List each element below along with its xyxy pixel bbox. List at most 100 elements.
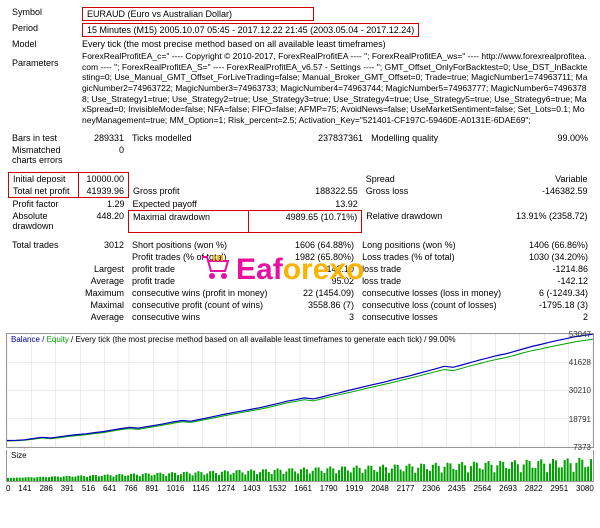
xtick-label: 3080 [576, 484, 594, 493]
xtick-label: 141 [18, 484, 31, 493]
maxc-label: Maximal [78, 299, 128, 311]
ticks-label: Ticks modelled [128, 132, 262, 144]
avg-l-value: -142.12 [519, 275, 592, 287]
abs-dd-value: 448.20 [79, 210, 129, 232]
chart-xticks: 0 141 286 391 516 641 766 891 1016 1145 1274 1403 15… [6, 484, 594, 493]
xtick-label: 1919 [345, 484, 363, 493]
xtick-label: 2564 [474, 484, 492, 493]
maxc-w-label: consecutive profit (count of wins) [128, 299, 285, 311]
ticks-value: 237837361 [262, 132, 367, 144]
symbol-value: EURAUD (Euro vs Australian Dollar) [82, 7, 314, 21]
short-label: Short positions (won %) [128, 239, 285, 251]
ytick-label: 53047 [569, 330, 591, 339]
model-value: Every tick (the most precise method base… [78, 38, 592, 50]
spread-label: Spread [362, 173, 480, 186]
xtick-label: 2951 [550, 484, 568, 493]
xtick-label: 1532 [269, 484, 287, 493]
max-w-value: 22 (1454.09) [285, 287, 358, 299]
net-profit-label: Total net profit [9, 185, 79, 198]
symbol-label: Symbol [8, 6, 78, 22]
bars-value: 289331 [78, 132, 128, 144]
avg-p-label: profit trade [128, 275, 285, 287]
period-label: Period [8, 22, 78, 38]
xtick-label: 766 [124, 484, 137, 493]
lt-value: 1030 (34.20%) [519, 251, 592, 263]
legend-balance: Balance / [11, 335, 47, 344]
init-dep-label: Initial deposit [9, 173, 79, 186]
max-w-label: consecutive wins (profit in money) [128, 287, 285, 299]
xtick-label: 2177 [397, 484, 415, 493]
largest-label: Largest [78, 263, 128, 275]
tt-value: 3012 [78, 239, 128, 251]
long-label: Long positions (won %) [358, 239, 519, 251]
modq-label: Modelling quality [367, 132, 516, 144]
rel-dd-label: Relative drawdown [362, 210, 480, 232]
xtick-label: 1016 [167, 484, 185, 493]
gross-l-value: -146382.59 [480, 185, 591, 198]
gross-l-label: Gross loss [362, 185, 480, 198]
maxc-l-label: consecutive loss (count of losses) [358, 299, 519, 311]
net-profit-value: 41939.96 [79, 185, 129, 198]
xtick-label: 2306 [422, 484, 440, 493]
xtick-label: 286 [39, 484, 52, 493]
max-dd-value: 4989.65 (10.71%) [249, 210, 362, 232]
largest-l-label: loss trade [358, 263, 519, 275]
pf-value: 1.29 [79, 198, 129, 211]
report-panel: Symbol EURAUD (Euro vs Australian Dollar… [0, 0, 600, 329]
avg-label: Average [78, 275, 128, 287]
mismatch-label: Mismatched charts errors [8, 144, 78, 166]
xtick-label: 1790 [320, 484, 338, 493]
period-value: 15 Minutes (M15) 2005.10.07 05:45 - 2017… [82, 23, 419, 37]
xtick-label: 391 [61, 484, 74, 493]
avgc-l-label: consecutive losses [358, 311, 519, 323]
ytick-label: 30210 [569, 386, 591, 395]
xtick-label: 1145 [192, 484, 209, 493]
xtick-label: 516 [82, 484, 95, 493]
avg-p-value: 95.02 [285, 275, 358, 287]
largest-l-value: -1214.86 [519, 263, 592, 275]
lt-label: Loss trades (% of total) [358, 251, 519, 263]
ep-value: 13.92 [249, 198, 362, 211]
xtick-label: 0 [6, 484, 10, 493]
avgc-label: Average [78, 311, 128, 323]
xtick-label: 641 [103, 484, 116, 493]
max-dd-label: Maximal drawdown [129, 210, 249, 232]
short-value: 1606 (64.88%) [285, 239, 358, 251]
ytick-label: 41628 [569, 358, 591, 367]
avg-l-label: loss trade [358, 275, 519, 287]
maxc-w-value: 3558.86 (7) [285, 299, 358, 311]
pf-label: Profit factor [9, 198, 79, 211]
size-label: Size [11, 451, 27, 460]
gross-p-label: Gross profit [129, 185, 249, 198]
xtick-label: 891 [145, 484, 158, 493]
params-label: Parameters [8, 50, 78, 126]
max-l-label: consecutive losses (loss in money) [358, 287, 519, 299]
modq-value: 99.00% [516, 132, 592, 144]
max-label: Maximum [78, 287, 128, 299]
size-chart: Size [6, 450, 594, 482]
xtick-label: 1274 [217, 484, 235, 493]
rel-dd-value: 13.91% (2358.72) [480, 210, 591, 232]
init-dep-value: 10000.00 [79, 173, 129, 186]
avgc-l-value: 2 [519, 311, 592, 323]
avgc-w-value: 3 [285, 311, 358, 323]
params-text: ForexRealProfitEA_c=" ---- Copyright © 2… [78, 50, 592, 126]
gross-p-value: 188322.55 [249, 185, 362, 198]
bars-label: Bars in test [8, 132, 78, 144]
ytick-label: 18791 [569, 415, 591, 424]
xtick-label: 2822 [525, 484, 543, 493]
mismatch-value: 0 [78, 144, 128, 166]
largest-p-value: 1142.10 [285, 263, 358, 275]
pt-label: Profit trades (% of total) [128, 251, 285, 263]
tt-label: Total trades [8, 239, 78, 251]
pt-value: 1982 (65.80%) [285, 251, 358, 263]
spread-value: Variable [480, 173, 591, 186]
xtick-label: 1403 [243, 484, 261, 493]
model-label: Model [8, 38, 78, 50]
largest-p-label: profit trade [128, 263, 285, 275]
chart-title: Balance / Equity / Every tick (the most … [11, 335, 456, 344]
xtick-label: 1661 [294, 484, 312, 493]
chart-title-suffix: / Every tick (the most precise method ba… [69, 335, 456, 344]
xtick-label: 2693 [499, 484, 517, 493]
abs-dd-label: Absolute drawdown [9, 210, 79, 232]
